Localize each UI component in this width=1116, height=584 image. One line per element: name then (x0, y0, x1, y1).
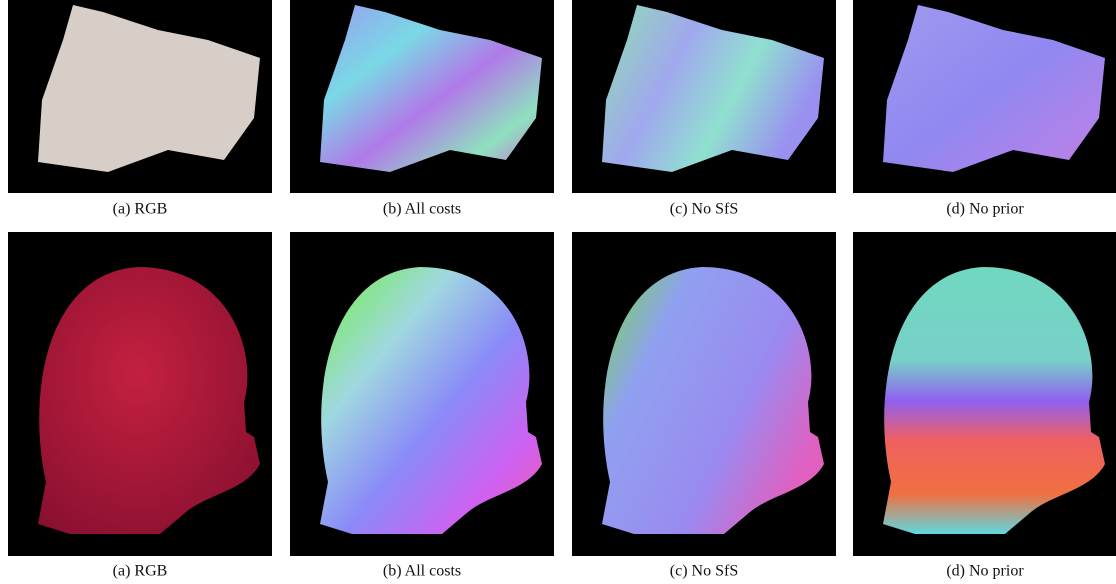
image-panel (290, 232, 554, 556)
image-panel (853, 0, 1116, 193)
caption: (c) No SfS (670, 201, 738, 218)
caption: (b) All costs (383, 563, 461, 580)
caption: (c) No SfS (670, 563, 738, 580)
image-panel (8, 232, 272, 556)
panels (8, 0, 1116, 556)
image-panel (290, 0, 554, 193)
image-panel (572, 232, 836, 556)
image-panel (572, 0, 836, 193)
caption: (a) RGB (113, 563, 168, 580)
caption: (d) No prior (946, 201, 1024, 218)
caption: (a) RGB (113, 201, 168, 218)
caption: (d) No prior (946, 563, 1024, 580)
caption: (b) All costs (383, 201, 461, 218)
image-panel (8, 0, 272, 193)
image-panel (853, 232, 1116, 556)
figure: (a) RGB (b) All costs (c) No SfS (d) No pri… (0, 0, 1116, 584)
